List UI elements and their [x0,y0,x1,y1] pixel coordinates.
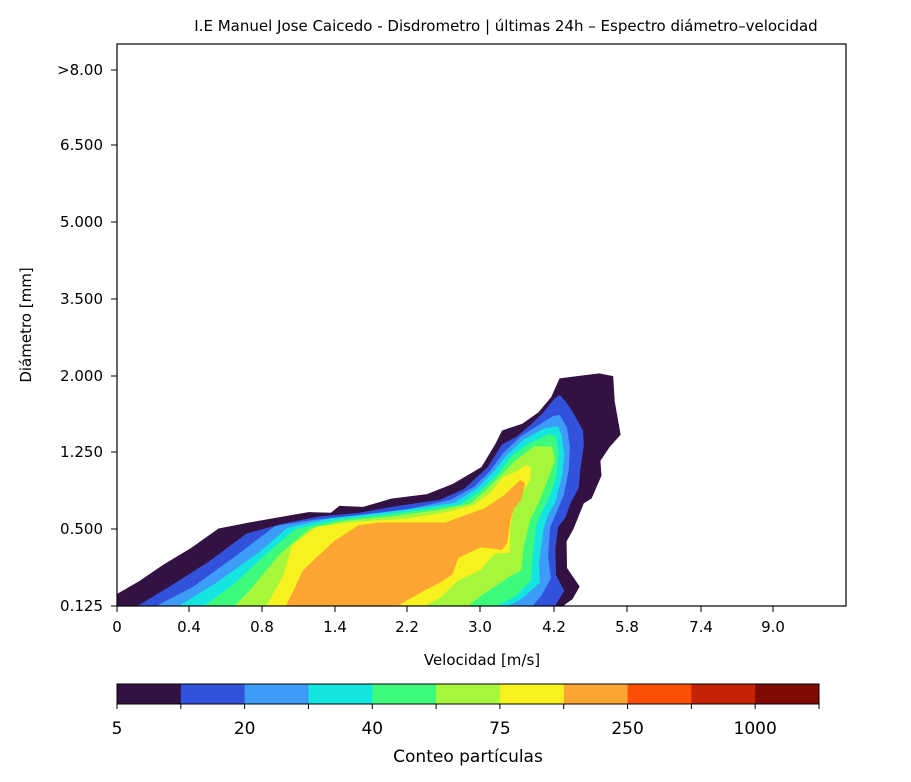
y-tick-label: 0.125 [60,597,103,615]
contour-level-7 [285,480,525,607]
y-tick-label: 1.250 [60,443,103,461]
x-tick-label: 7.4 [689,618,713,636]
x-tick-label: 2.2 [395,618,419,636]
x-tick-label: 3.0 [468,618,492,636]
colorbar-swatches [117,684,820,704]
y-tick-label: >8.00 [57,61,103,79]
colorbar-swatch [117,684,182,704]
contour-layer [116,373,621,607]
x-tick-label: 0.4 [177,618,201,636]
colorbar-swatch [691,684,756,704]
colorbar-swatch [308,684,373,704]
colorbar-frame [116,683,820,705]
x-tick-label: 0 [112,618,122,636]
x-axis-label: Velocidad [m/s] [424,651,540,669]
colorbar-ticks: 5 20 40 75 250 1000 [112,704,820,739]
x-axis: 0 0.4 0.8 1.4 2.2 3.0 4.2 5.8 7.4 9.0 [112,606,785,636]
colorbar-swatch [627,684,692,704]
colorbar-swatch [499,684,565,704]
y-tick-label: 0.500 [60,520,103,538]
colorbar-tick-label: 1000 [734,719,777,739]
colorbar: 5 20 40 75 250 1000 Conteo partículas [112,683,820,767]
x-tick-label: 5.8 [615,618,639,636]
colorbar-tick-label: 75 [489,719,511,739]
colorbar-swatch [372,684,437,704]
y-tick-label: 3.500 [60,290,103,308]
colorbar-tick-label: 5 [112,719,123,739]
colorbar-swatch [244,684,309,704]
x-tick-label: 0.8 [250,618,274,636]
y-tick-label: 5.000 [60,213,103,231]
colorbar-swatch [563,684,629,704]
y-tick-label: 2.000 [60,367,103,385]
y-tick-label: 6.500 [60,136,103,154]
colorbar-tick-label: 250 [611,719,643,739]
colorbar-swatch [436,684,501,704]
x-tick-label: 9.0 [761,618,785,636]
colorbar-tick-label: 40 [361,719,383,739]
chart-title: I.E Manuel Jose Caicedo - Disdrometro | … [194,17,817,35]
y-axis-label: Diámetro [mm] [17,267,35,382]
x-tick-label: 1.4 [323,618,347,636]
plot-area [116,43,847,607]
colorbar-tick-label: 20 [234,719,256,739]
colorbar-swatch [180,684,246,704]
colorbar-swatch [755,684,820,704]
colorbar-label: Conteo partículas [393,747,543,767]
x-tick-label: 4.2 [542,618,566,636]
plot-frame [116,43,847,607]
y-axis: 0.125 0.500 1.250 2.000 3.500 5.000 6.500 >8.00 [57,61,117,615]
